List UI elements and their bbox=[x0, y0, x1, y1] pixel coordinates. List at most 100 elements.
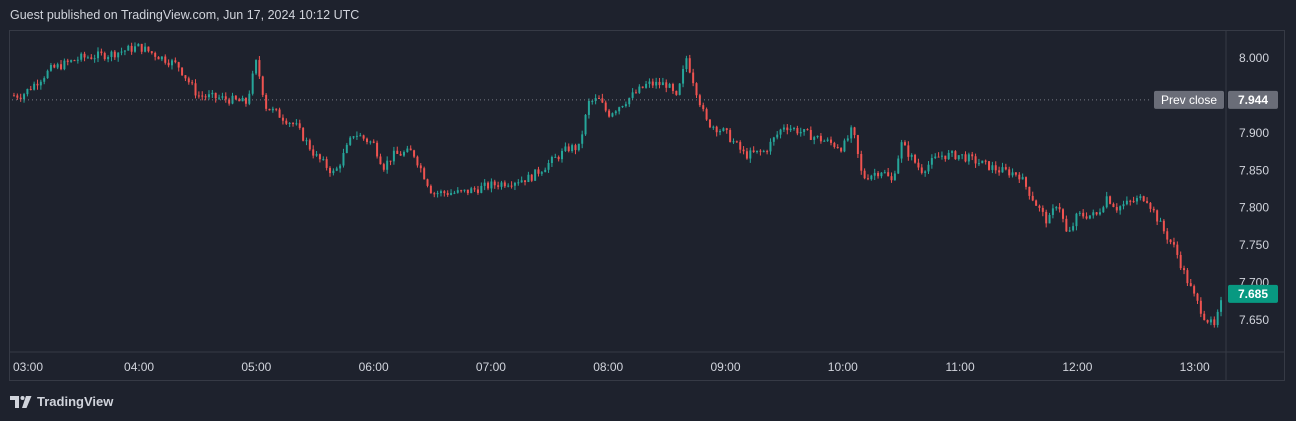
candle-body bbox=[1169, 239, 1172, 243]
candle-body bbox=[80, 53, 83, 60]
candle-body bbox=[174, 60, 177, 63]
candle-body bbox=[214, 92, 217, 99]
candle-body bbox=[339, 165, 342, 169]
candle-body bbox=[829, 139, 832, 143]
candle-body bbox=[1199, 300, 1202, 314]
candle-body bbox=[386, 160, 389, 170]
candle-body bbox=[668, 84, 671, 88]
candle-body bbox=[480, 185, 483, 193]
candle-body bbox=[682, 69, 685, 84]
candle-body bbox=[197, 95, 200, 97]
candle-body bbox=[634, 92, 637, 94]
candle-body bbox=[76, 59, 79, 61]
candle-body bbox=[742, 149, 745, 152]
candle-body bbox=[463, 189, 466, 191]
candle-body bbox=[823, 140, 826, 142]
candle-body bbox=[365, 138, 368, 142]
candle-body bbox=[685, 58, 688, 70]
candle-body bbox=[1132, 201, 1135, 203]
candle-body bbox=[167, 62, 170, 66]
candle-body bbox=[507, 185, 510, 187]
candle-body bbox=[940, 155, 943, 157]
candle-body bbox=[170, 60, 173, 66]
candle-body bbox=[624, 104, 627, 107]
candle-body bbox=[423, 168, 426, 180]
time-tick-label: 08:00 bbox=[593, 360, 623, 374]
candle-body bbox=[903, 142, 906, 146]
candle-body bbox=[12, 95, 15, 97]
chart-frame bbox=[9, 30, 1285, 381]
candle-body bbox=[860, 154, 863, 171]
candle-body bbox=[907, 145, 910, 157]
candle-body bbox=[1021, 177, 1024, 180]
time-tick-label: 11:00 bbox=[946, 360, 975, 374]
candle-body bbox=[140, 43, 143, 52]
candle-body bbox=[1186, 270, 1189, 284]
candle-body bbox=[520, 180, 523, 183]
candle-body bbox=[207, 94, 210, 98]
candle-body bbox=[944, 155, 947, 160]
candle-body bbox=[372, 141, 375, 143]
candle-body bbox=[715, 126, 718, 133]
candle-body bbox=[756, 150, 759, 153]
candle-body bbox=[1001, 167, 1004, 173]
candle-body bbox=[147, 46, 150, 52]
time-tick-label: 10:00 bbox=[828, 360, 858, 374]
candle-body bbox=[429, 185, 432, 194]
last-price-value: 7.685 bbox=[1238, 287, 1268, 301]
candle-body bbox=[604, 102, 607, 111]
candle-body bbox=[947, 152, 950, 160]
candle-body bbox=[581, 134, 584, 144]
candle-body bbox=[305, 140, 308, 142]
candle-body bbox=[1031, 195, 1034, 201]
candle-body bbox=[402, 152, 405, 156]
candle-body bbox=[1129, 200, 1132, 202]
candle-body bbox=[184, 75, 187, 79]
candle-body bbox=[355, 135, 358, 137]
candle-body bbox=[16, 95, 19, 98]
time-tick-label: 09:00 bbox=[711, 360, 741, 374]
candle-body bbox=[409, 148, 412, 151]
candle-body bbox=[554, 156, 557, 158]
footer-brand[interactable]: TradingView bbox=[10, 394, 113, 409]
candle-body bbox=[123, 50, 126, 52]
candle-body bbox=[803, 129, 806, 132]
candle-body bbox=[974, 156, 977, 164]
candle-body bbox=[729, 130, 732, 143]
candle-body bbox=[853, 127, 856, 136]
candle-body bbox=[392, 150, 395, 162]
prev-close-value: 7.944 bbox=[1238, 93, 1268, 107]
time-tick-label: 04:00 bbox=[124, 360, 154, 374]
candle-body bbox=[850, 127, 853, 139]
candle-body bbox=[312, 149, 315, 156]
candle-body bbox=[557, 156, 560, 160]
candle-body bbox=[46, 70, 49, 79]
candle-body bbox=[665, 82, 668, 88]
candle-body bbox=[228, 99, 231, 104]
candle-body bbox=[813, 137, 816, 140]
candle-body bbox=[406, 148, 409, 153]
candle-body bbox=[1061, 209, 1064, 219]
candle-body bbox=[1028, 186, 1031, 196]
candle-body bbox=[157, 56, 160, 60]
candle-body bbox=[1159, 220, 1162, 222]
candle-body bbox=[1058, 207, 1061, 210]
candle-body bbox=[564, 146, 567, 151]
candle-body bbox=[473, 188, 476, 190]
candle-body bbox=[524, 180, 527, 183]
candle-body bbox=[991, 165, 994, 170]
candle-body bbox=[349, 137, 352, 145]
candle-body bbox=[187, 78, 190, 83]
candle-body bbox=[419, 165, 422, 169]
last-price-badge bbox=[1228, 284, 1278, 303]
candle-body bbox=[745, 151, 748, 159]
candle-body bbox=[503, 182, 506, 187]
candle-body bbox=[1115, 207, 1118, 211]
time-tick-label: 06:00 bbox=[359, 360, 389, 374]
candle-body bbox=[984, 160, 987, 162]
candle-body bbox=[988, 161, 991, 170]
candle-body bbox=[981, 160, 984, 164]
candle-body bbox=[796, 128, 799, 134]
